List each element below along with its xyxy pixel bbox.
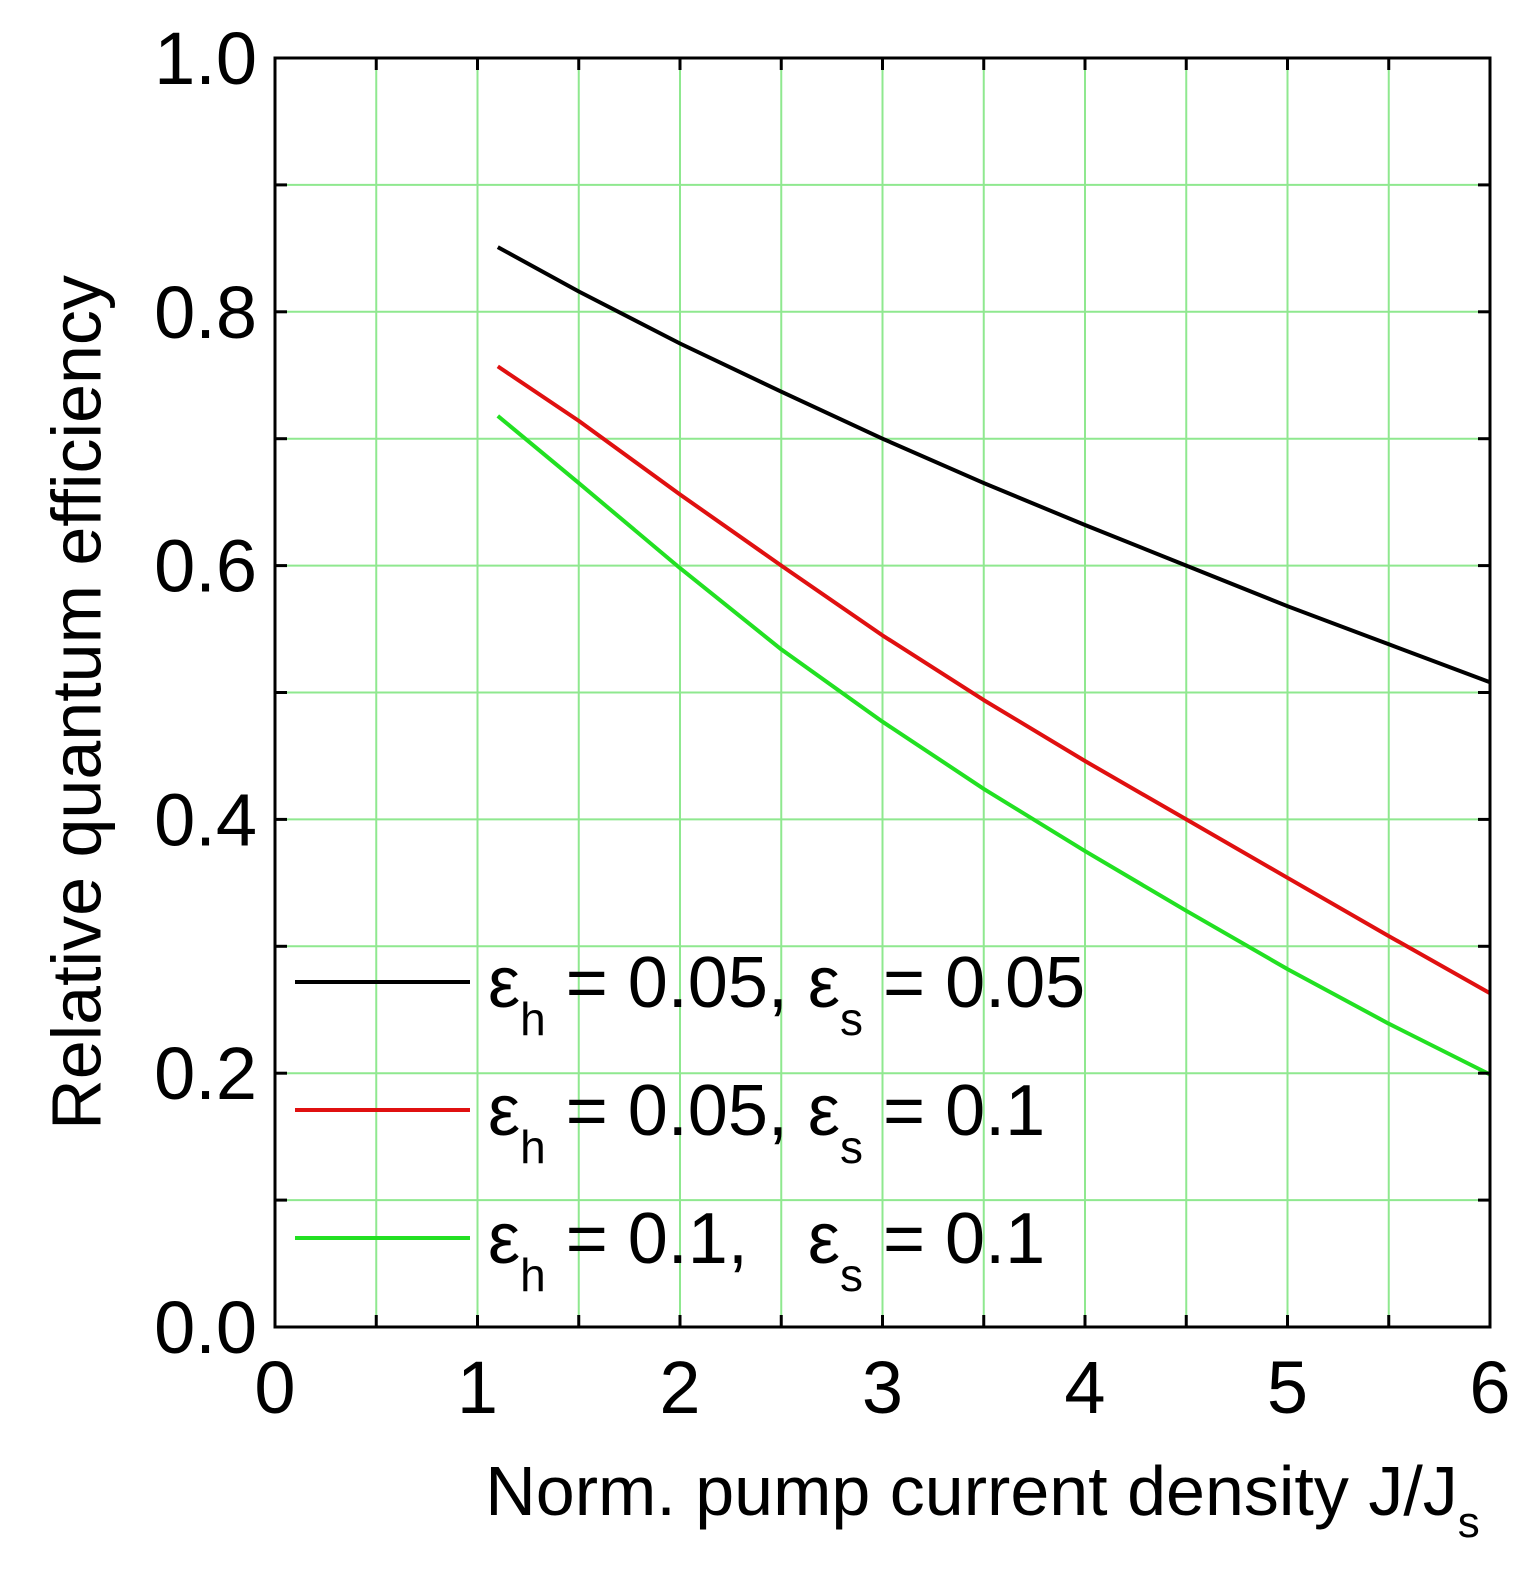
- x-tick-label: 2: [659, 1346, 700, 1429]
- x-tick-label: 1: [457, 1346, 498, 1429]
- axis-ticks: [273, 56, 1492, 1329]
- y-axis-title: Relative quantum efficiency: [37, 275, 115, 1130]
- x-tick-label: 4: [1064, 1346, 1105, 1429]
- x-tick-label: 3: [862, 1346, 903, 1429]
- y-tick-labels: 0.0 0.2 0.4 0.6 0.8 1.0: [154, 17, 257, 1369]
- series-lines: [496, 245, 1491, 1077]
- y-tick-label: 0.8: [154, 271, 257, 354]
- y-tick-label: 0.4: [154, 778, 257, 861]
- legend: εh = 0.05, εs = 0.05 εh = 0.05, εs = 0.1 ε…: [295, 943, 1085, 1301]
- series-line-3: [496, 414, 1491, 1077]
- x-tick-label: 6: [1469, 1346, 1510, 1429]
- y-tick-label: 0.0: [154, 1286, 257, 1369]
- legend-label-3: εh = 0.1, εs = 0.1: [488, 1199, 1045, 1301]
- y-tick-label: 0.6: [154, 525, 257, 608]
- series-line-2: [496, 364, 1491, 996]
- x-tick-labels: 0 1 2 3 4 5 6: [254, 1346, 1510, 1429]
- y-tick-label: 1.0: [154, 17, 257, 100]
- x-tick-label: 0: [254, 1346, 295, 1429]
- x-tick-label: 5: [1267, 1346, 1308, 1429]
- legend-label-1: εh = 0.05, εs = 0.05: [488, 943, 1085, 1045]
- x-axis-title: Norm. pump current density J/Js: [485, 1452, 1480, 1547]
- series-line-1: [496, 245, 1491, 685]
- legend-label-2: εh = 0.05, εs = 0.1: [488, 1071, 1045, 1173]
- y-tick-label: 0.2: [154, 1032, 257, 1115]
